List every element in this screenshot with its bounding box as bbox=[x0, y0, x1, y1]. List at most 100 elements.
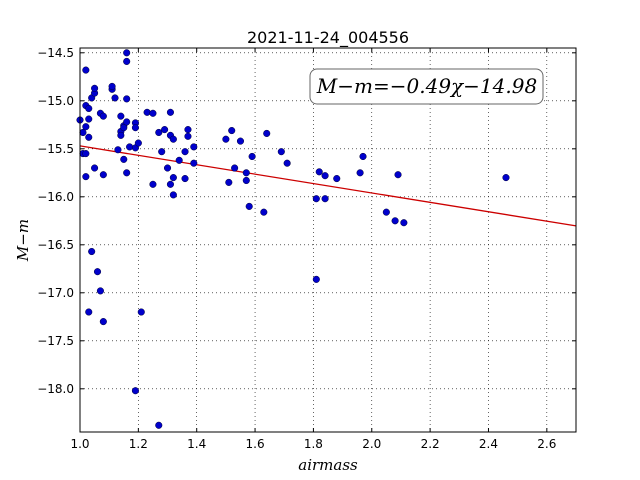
x-tick-label: 2.4 bbox=[479, 437, 498, 451]
data-point bbox=[169, 174, 177, 182]
data-point bbox=[166, 108, 174, 116]
data-point bbox=[242, 169, 250, 177]
data-point bbox=[400, 219, 408, 227]
data-point bbox=[155, 421, 163, 429]
data-point bbox=[190, 159, 198, 167]
fit-line bbox=[79, 145, 577, 227]
data-point bbox=[155, 128, 163, 137]
x-tick-label: 2.0 bbox=[362, 437, 381, 451]
data-point bbox=[91, 84, 99, 92]
x-tick-label: 1.4 bbox=[187, 437, 206, 451]
x-axis-ticks: 1.0 1.2 1.4 1.6 1.8 2.0 2.2 2.4 2.6 bbox=[70, 48, 556, 451]
data-point bbox=[85, 308, 93, 316]
data-point bbox=[190, 143, 198, 151]
y-axis-label: M−m bbox=[14, 219, 32, 262]
data-point bbox=[111, 94, 119, 102]
data-point bbox=[85, 104, 93, 113]
data-point bbox=[85, 133, 93, 141]
data-point bbox=[184, 132, 192, 140]
data-point bbox=[99, 112, 107, 120]
data-point bbox=[131, 124, 139, 132]
data-point bbox=[391, 217, 399, 225]
data-point bbox=[315, 168, 323, 176]
data-point bbox=[169, 135, 177, 143]
data-point bbox=[245, 202, 253, 210]
data-point bbox=[263, 129, 271, 137]
x-tick-label: 1.0 bbox=[70, 437, 89, 451]
chart-title: 2021-11-24_004556 bbox=[247, 28, 409, 48]
data-point bbox=[283, 159, 291, 167]
data-point bbox=[181, 175, 189, 183]
data-point bbox=[120, 155, 128, 163]
data-point bbox=[93, 268, 102, 276]
data-point bbox=[382, 208, 390, 216]
data-point bbox=[149, 109, 157, 117]
data-point bbox=[181, 148, 189, 156]
data-point bbox=[123, 95, 131, 103]
data-point bbox=[163, 164, 172, 172]
data-point bbox=[158, 148, 166, 156]
data-point bbox=[321, 195, 329, 203]
data-point bbox=[82, 123, 90, 131]
data-point bbox=[356, 169, 364, 177]
data-point bbox=[333, 175, 341, 183]
data-point bbox=[126, 143, 134, 151]
data-point bbox=[143, 108, 151, 116]
data-point bbox=[82, 173, 90, 181]
x-tick-label: 1.8 bbox=[304, 437, 323, 451]
data-point bbox=[228, 127, 236, 135]
data-point bbox=[91, 164, 99, 172]
data-point bbox=[502, 174, 510, 182]
data-point bbox=[166, 180, 174, 188]
grid bbox=[79, 48, 576, 432]
data-point bbox=[120, 124, 128, 132]
y-tick-label: −15.0 bbox=[37, 94, 74, 108]
data-point bbox=[394, 171, 402, 179]
data-point bbox=[242, 176, 250, 185]
data-point bbox=[117, 112, 125, 120]
data-point bbox=[236, 137, 245, 145]
data-point bbox=[161, 126, 169, 134]
data-point bbox=[88, 247, 96, 256]
data-point bbox=[117, 131, 125, 139]
data-point bbox=[231, 164, 239, 172]
x-axis-label: airmass bbox=[298, 456, 358, 474]
fit-equation-box bbox=[309, 68, 544, 105]
data-point bbox=[149, 180, 157, 188]
y-tick-label: −16.5 bbox=[37, 238, 74, 252]
data-point bbox=[99, 318, 107, 326]
x-tick-label: 1.2 bbox=[129, 437, 148, 451]
plot-frame bbox=[79, 47, 577, 433]
fit-line-group bbox=[79, 145, 577, 227]
data-point bbox=[359, 152, 367, 161]
data-points bbox=[76, 49, 510, 429]
data-point bbox=[123, 169, 131, 177]
data-point bbox=[114, 146, 122, 154]
data-point bbox=[82, 150, 90, 158]
data-point bbox=[123, 49, 131, 57]
data-point bbox=[82, 66, 90, 74]
data-point bbox=[137, 308, 145, 316]
data-point bbox=[321, 172, 329, 180]
y-tick-label: −17.0 bbox=[37, 286, 74, 300]
data-point bbox=[225, 178, 233, 186]
data-point bbox=[312, 195, 320, 203]
data-point bbox=[85, 115, 93, 123]
data-point bbox=[123, 57, 131, 65]
data-point bbox=[96, 287, 104, 295]
y-tick-label: −15.5 bbox=[37, 142, 74, 156]
y-tick-label: −17.5 bbox=[37, 334, 74, 348]
x-tick-label: 2.6 bbox=[537, 437, 556, 451]
data-point bbox=[260, 208, 268, 216]
y-axis-ticks: −14.5 −15.0 −15.5 −16.0 −16.5 −17.0 −17.5 −18.0 bbox=[37, 46, 576, 396]
data-point bbox=[175, 156, 183, 164]
data-point bbox=[134, 139, 142, 147]
x-tick-label: 2.2 bbox=[421, 437, 440, 451]
y-tick-label: −14.5 bbox=[37, 46, 74, 60]
data-point bbox=[131, 387, 139, 395]
data-point bbox=[222, 135, 230, 143]
data-point bbox=[184, 126, 192, 134]
data-point bbox=[277, 148, 285, 156]
data-point bbox=[312, 275, 320, 283]
